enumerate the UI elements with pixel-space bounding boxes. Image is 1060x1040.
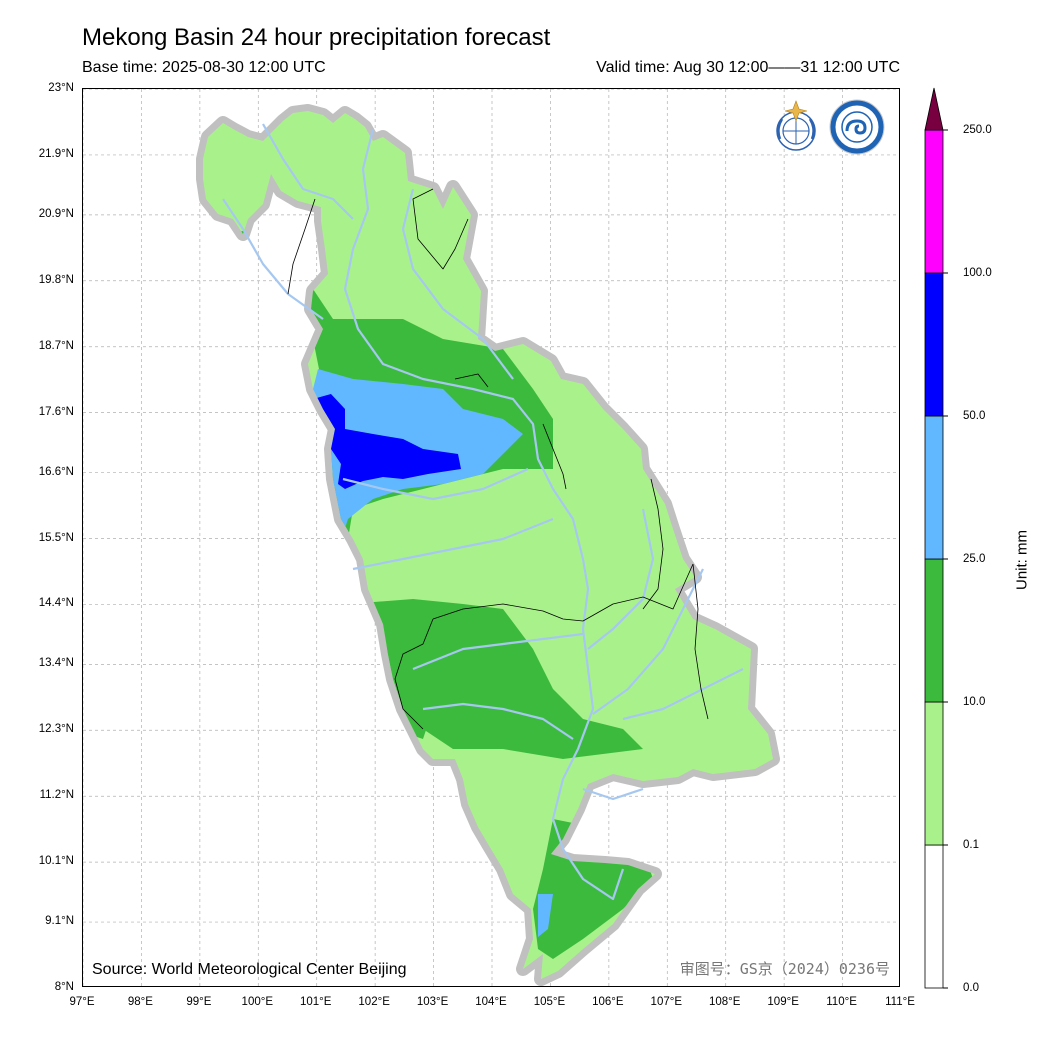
lon-tick-label: 111°E xyxy=(885,996,915,1008)
lat-tick-label: 17.6°N xyxy=(38,405,74,418)
tributary-river xyxy=(401,188,514,380)
border-line xyxy=(692,563,709,720)
valid-time: Valid time: Aug 30 12:00——31 12:00 UTC xyxy=(596,59,900,76)
map-review-number: 审图号：GS京（2024）0236号 xyxy=(679,960,890,978)
tributary-river xyxy=(342,467,529,501)
lon-tick-label: 97°E xyxy=(69,996,95,1008)
colorbar-bin xyxy=(924,129,944,274)
lat-tick-label: 8°N xyxy=(54,981,74,993)
border-line xyxy=(454,373,489,388)
map-title: Mekong Basin 24 hour precipitation forec… xyxy=(82,24,551,51)
colorbar xyxy=(924,87,948,989)
lon-tick-label: 108°E xyxy=(708,996,741,1008)
colorbar-bin xyxy=(924,272,944,417)
lon-tick-label: 102°E xyxy=(358,996,390,1008)
lat-tick-label: 11.2°N xyxy=(39,789,74,802)
lon-tick-label: 106°E xyxy=(592,996,624,1008)
lat-tick-label: 18.7°N xyxy=(38,339,74,352)
country-borders xyxy=(287,188,709,730)
tributary-river xyxy=(352,517,554,571)
colorbar-level-label: 10.0 xyxy=(963,696,986,708)
colorbar-bin xyxy=(924,701,944,846)
lat-tick-label: 23°N xyxy=(48,82,74,94)
lat-tick-label: 10.1°N xyxy=(38,855,74,868)
lon-tick-label: 99°E xyxy=(186,996,212,1008)
tributary-river xyxy=(422,702,574,740)
lat-tick-label: 15.5°N xyxy=(38,531,74,544)
tributary-river xyxy=(222,198,324,320)
colorbar-bin xyxy=(924,558,944,703)
rivers xyxy=(222,123,744,901)
tributary-river xyxy=(262,123,354,220)
wmo-logo xyxy=(768,99,824,155)
source-text: Source: World Meteorological Center Beij… xyxy=(92,961,407,978)
cma-logo xyxy=(829,99,885,155)
colorbar-extend-arrow xyxy=(924,87,944,131)
lat-tick-label: 12.3°N xyxy=(38,723,74,736)
tributary-river xyxy=(412,632,584,671)
colorbar-level-label: 100.0 xyxy=(963,267,992,279)
lon-tick-label: 103°E xyxy=(416,996,449,1008)
lat-tick-label: 21.9°N xyxy=(38,147,74,160)
map-frame: Source: World Meteorological Center Beij… xyxy=(82,88,900,987)
lon-tick-label: 104°E xyxy=(475,996,507,1008)
precip-heavy-south xyxy=(538,894,553,937)
border-line xyxy=(542,423,567,490)
colorbar-level-label: 250.0 xyxy=(963,124,992,136)
colorbar-bin xyxy=(924,844,944,989)
lon-tick-label: 101°E xyxy=(299,996,332,1008)
mekong-main-river xyxy=(343,128,625,901)
border-line xyxy=(394,618,434,730)
lon-tick-label: 105°E xyxy=(533,996,566,1008)
lon-tick-label: 107°E xyxy=(650,996,683,1008)
colorbar-level-label: 50.0 xyxy=(963,410,986,422)
lat-tick-label: 14.4°N xyxy=(38,597,74,610)
lat-tick-label: 20.9°N xyxy=(38,207,74,220)
colorbar-level-label: 0.1 xyxy=(963,839,979,851)
border-line xyxy=(432,563,694,622)
precipitation-map xyxy=(83,89,899,986)
lat-tick-label: 13.4°N xyxy=(38,657,74,670)
border-line xyxy=(287,198,316,295)
lon-tick-label: 100°E xyxy=(241,996,274,1008)
lon-tick-label: 98°E xyxy=(127,996,153,1008)
base-time: Base time: 2025-08-30 12:00 UTC xyxy=(82,59,326,76)
border-line xyxy=(412,188,469,270)
lat-tick-label: 19.8°N xyxy=(38,273,74,286)
lon-tick-label: 109°E xyxy=(767,996,799,1008)
lat-tick-label: 9.1°N xyxy=(45,915,74,928)
colorbar-level-label: 25.0 xyxy=(963,553,986,565)
colorbar-level-label: 0.0 xyxy=(963,982,979,994)
precip-very-heavy xyxy=(313,394,461,489)
colorbar-unit: Unit: mm xyxy=(1013,530,1031,590)
tributary-river xyxy=(592,568,704,715)
lat-tick-label: 16.6°N xyxy=(38,465,74,478)
lon-tick-label: 110°E xyxy=(826,996,857,1008)
tributary-river xyxy=(587,508,655,650)
tributary-river xyxy=(582,787,644,801)
colorbar-bin xyxy=(924,415,944,560)
border-line xyxy=(642,478,664,610)
tributary-river xyxy=(622,668,744,721)
